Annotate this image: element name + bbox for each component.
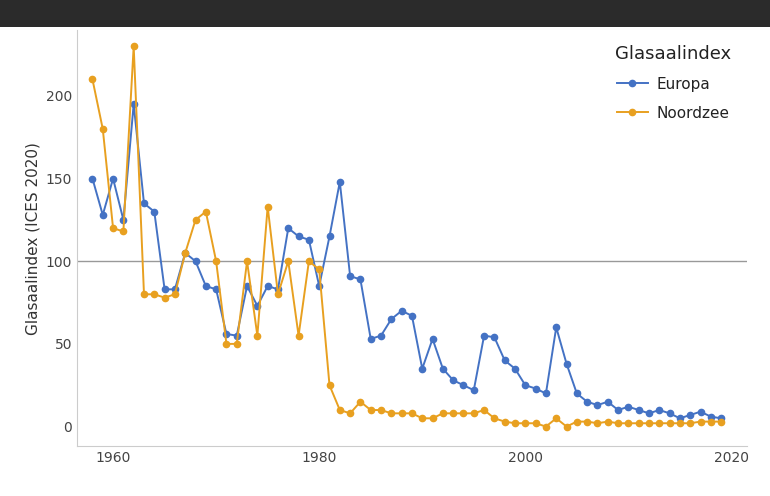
Noordzee bbox=[717, 419, 726, 425]
Europa bbox=[717, 415, 726, 421]
Noordzee bbox=[149, 291, 159, 297]
Line: Noordzee: Noordzee bbox=[89, 43, 725, 430]
Europa bbox=[263, 283, 273, 289]
Y-axis label: Glasaalindex (ICES 2020): Glasaalindex (ICES 2020) bbox=[25, 142, 40, 334]
Noordzee bbox=[263, 204, 273, 210]
Europa bbox=[88, 176, 97, 182]
Europa bbox=[222, 331, 231, 337]
Europa bbox=[644, 410, 654, 416]
Europa bbox=[129, 101, 139, 107]
Noordzee bbox=[222, 341, 231, 347]
Europa bbox=[407, 313, 417, 319]
Noordzee bbox=[654, 420, 664, 426]
Noordzee bbox=[88, 76, 97, 82]
Europa bbox=[480, 333, 489, 339]
Line: Europa: Europa bbox=[89, 101, 725, 422]
Legend: Europa, Noordzee: Europa, Noordzee bbox=[608, 37, 739, 128]
Europa bbox=[675, 415, 685, 421]
Noordzee bbox=[407, 410, 417, 416]
Europa bbox=[149, 209, 159, 215]
Noordzee bbox=[541, 424, 551, 430]
Noordzee bbox=[480, 407, 489, 413]
Noordzee bbox=[129, 43, 139, 49]
